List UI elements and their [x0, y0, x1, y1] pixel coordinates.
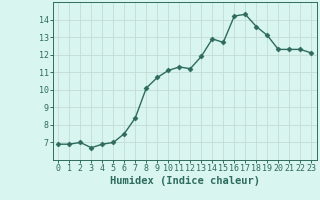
X-axis label: Humidex (Indice chaleur): Humidex (Indice chaleur) — [110, 176, 260, 186]
